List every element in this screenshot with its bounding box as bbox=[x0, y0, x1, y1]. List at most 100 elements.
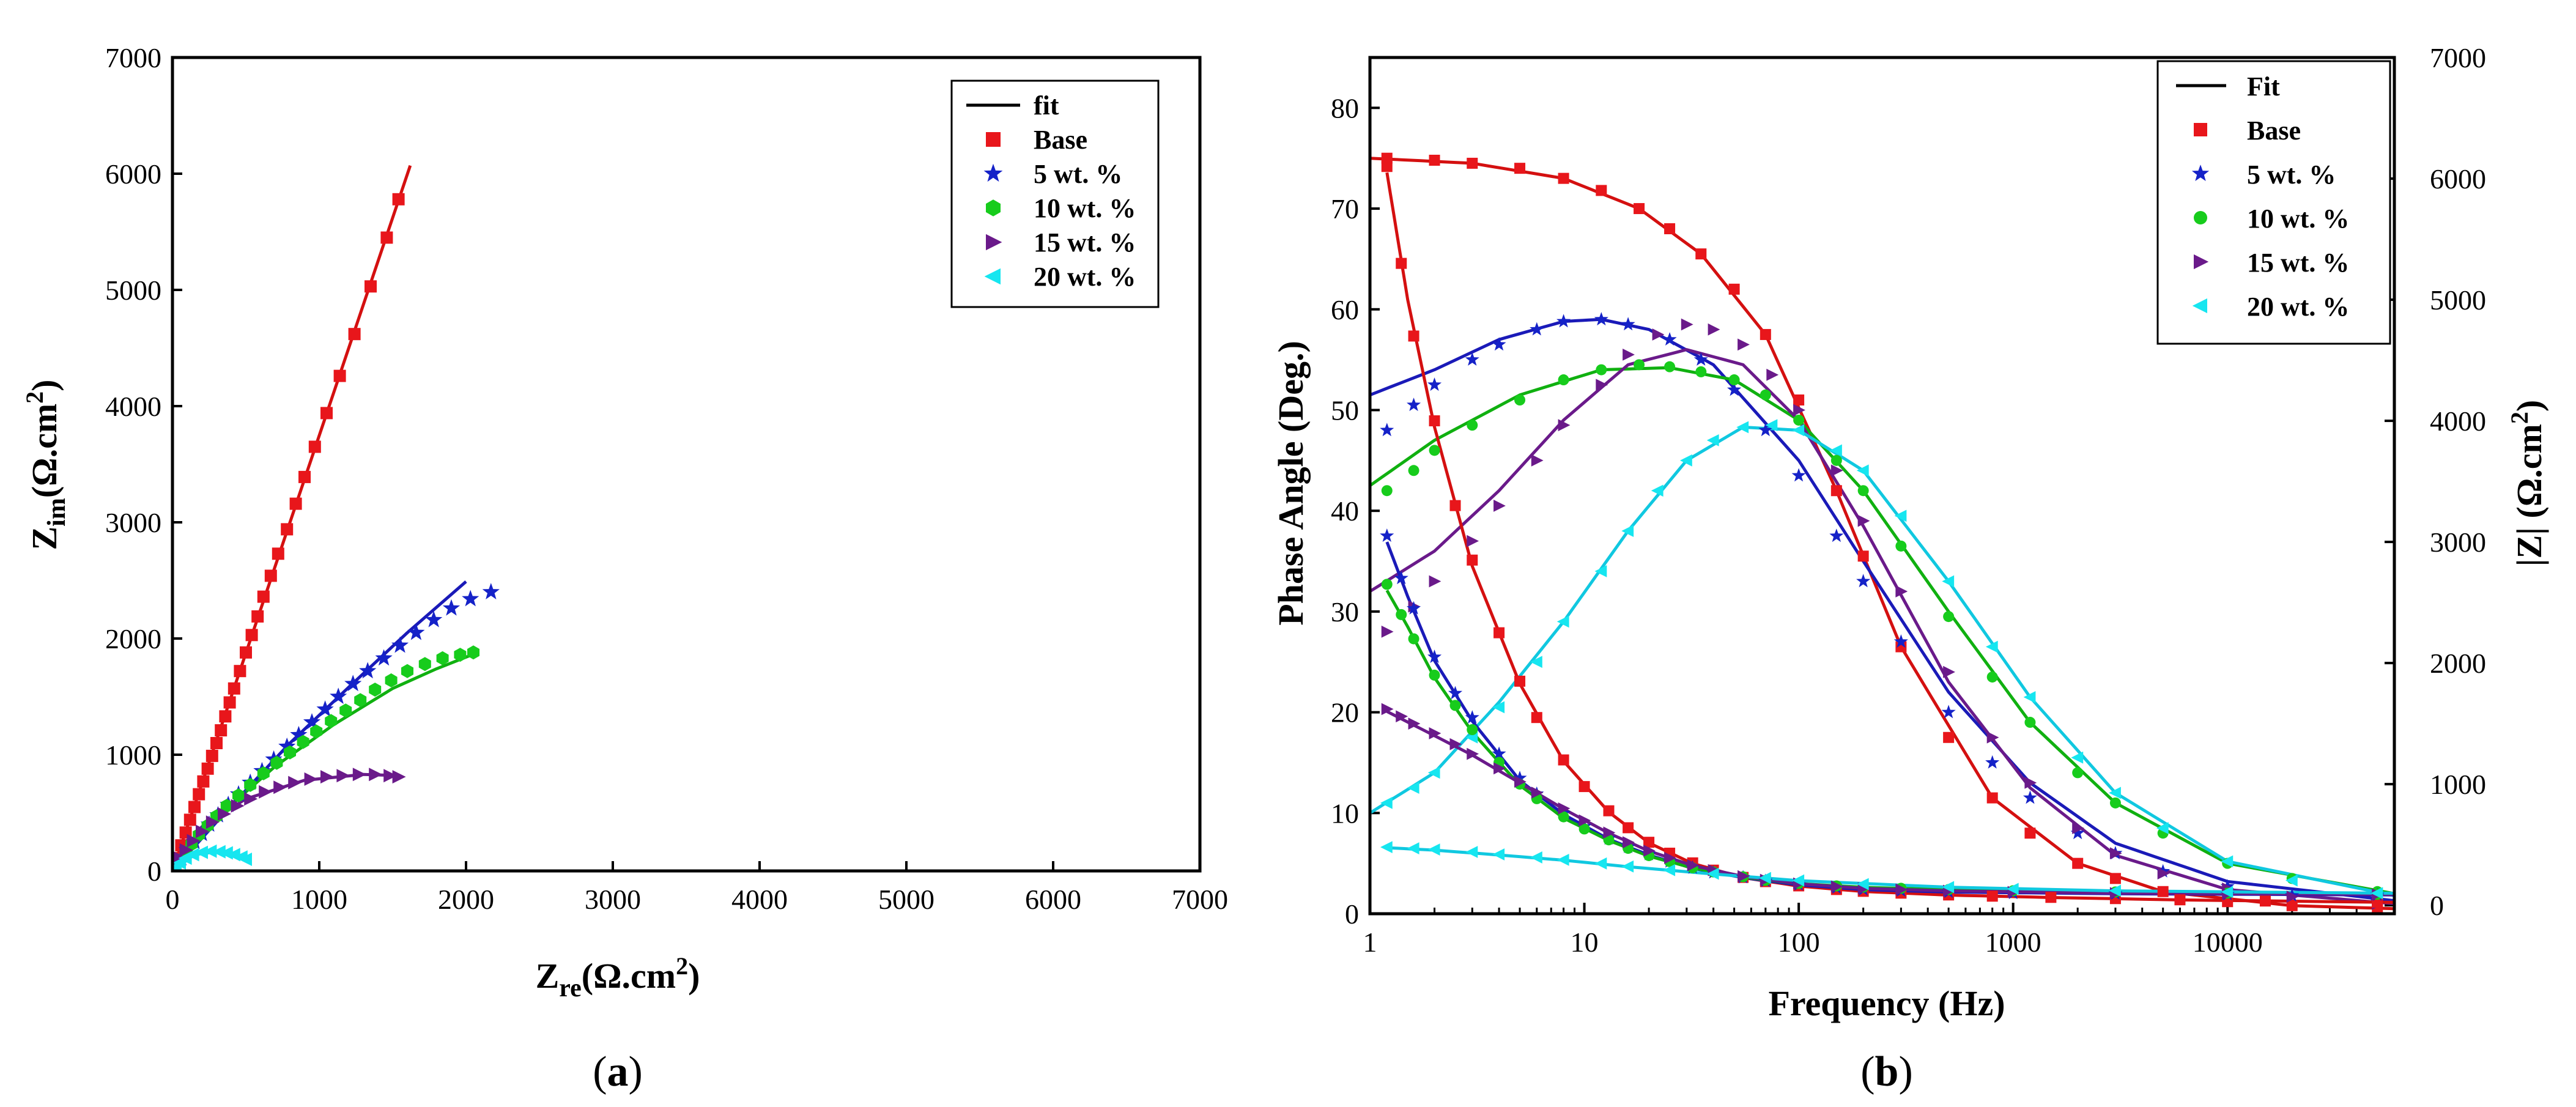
modulus-point-base bbox=[1558, 754, 1569, 766]
phase-point-10-wt bbox=[1558, 374, 1569, 386]
point-5-wt bbox=[462, 590, 479, 607]
panel-b-frame bbox=[1368, 56, 2396, 916]
phase-point-15-wt bbox=[1895, 585, 1908, 598]
phase-point-20-wt bbox=[1985, 640, 1998, 653]
modulus-point-15-wt bbox=[1381, 703, 1394, 716]
point-5-wt bbox=[391, 636, 409, 653]
legend-label-5-wt: 5 wt. % bbox=[1034, 159, 1122, 189]
phase-point-5-wt bbox=[1530, 322, 1544, 336]
point-10-wt bbox=[385, 673, 398, 687]
phase-point-base bbox=[2024, 827, 2036, 839]
modulus-point-base bbox=[1408, 330, 1419, 342]
modulus-point-base bbox=[1514, 675, 1526, 687]
panel-a-nyquist: 0 1000 2000 3000 4000 5000 6000 7000 0 1000 2000 30… bbox=[21, 42, 1228, 1095]
point-15-wt bbox=[187, 834, 201, 848]
phase-point-base bbox=[1830, 485, 1842, 497]
phase-point-base bbox=[1664, 223, 1676, 234]
point-10-wt bbox=[244, 777, 257, 792]
point-5-wt bbox=[303, 713, 321, 730]
x-tick-label: 10 bbox=[1571, 927, 1599, 958]
legend-label-fit: Fit bbox=[2247, 72, 2280, 102]
phase-point-20-wt bbox=[2156, 822, 2169, 834]
y-tick-label: 3000 bbox=[105, 507, 161, 538]
phase-point-base bbox=[1514, 163, 1526, 174]
phase-point-15-wt bbox=[1986, 731, 1999, 744]
point-10-wt bbox=[467, 645, 479, 660]
phase-point-base bbox=[1381, 152, 1393, 164]
point-10-wt bbox=[310, 724, 323, 739]
modulus-point-15-wt bbox=[1514, 776, 1527, 788]
panel-b-xlabel: Frequency (Hz) bbox=[1768, 983, 2005, 1023]
point-15-wt bbox=[304, 772, 318, 786]
y-tick-label: 30 bbox=[1331, 596, 1359, 628]
legend-label-15-wt: 15 wt. % bbox=[2247, 248, 2349, 278]
phase-point-20-wt bbox=[2109, 787, 2121, 799]
panel-b-y2label: |Z| (Ω.cm2) bbox=[2506, 400, 2549, 566]
point-base bbox=[201, 762, 214, 775]
modulus-point-20-wt bbox=[1792, 874, 1805, 887]
y-tick-label: 0 bbox=[147, 856, 161, 887]
phase-point-base bbox=[1596, 185, 1607, 196]
modulus-point-20-wt bbox=[1380, 841, 1393, 853]
legend-marker-base bbox=[986, 132, 1001, 147]
modulus-point-20-wt bbox=[1465, 846, 1478, 858]
point-base bbox=[289, 497, 302, 510]
phase-point-base bbox=[2109, 873, 2121, 884]
modulus-point-base bbox=[1579, 781, 1590, 793]
phase-point-5-wt bbox=[1492, 337, 1506, 351]
phase-fit-10-wt bbox=[1370, 366, 2394, 895]
modulus-point-15-wt bbox=[1579, 814, 1591, 827]
phase-point-10-wt bbox=[1857, 485, 1869, 497]
y2-tick-label: 1000 bbox=[2430, 769, 2486, 800]
legend-label-base: Base bbox=[2247, 116, 2301, 146]
phase-point-5-wt bbox=[2023, 790, 2037, 804]
point-base bbox=[298, 470, 311, 483]
phase-point-10-wt bbox=[1634, 359, 1645, 371]
y-tick-label: 0 bbox=[1345, 898, 1359, 930]
phase-point-base bbox=[1986, 792, 1998, 804]
modulus-point-5-wt bbox=[1448, 686, 1463, 700]
phase-point-base bbox=[1634, 203, 1645, 215]
y-tick-label: 4000 bbox=[105, 391, 161, 422]
phase-point-10-wt bbox=[1986, 671, 1998, 683]
panel-a-legend: fit Base 5 wt. % 10 wt. % 15 wt. % 20 wt. % bbox=[950, 80, 1160, 308]
legend-marker-15-wt bbox=[986, 234, 1002, 251]
phase-point-15-wt bbox=[1708, 323, 1720, 336]
phase-point-20-wt bbox=[2071, 751, 2084, 764]
y-tick-label: 6000 bbox=[105, 158, 161, 190]
y-tick-label: 5000 bbox=[105, 275, 161, 306]
legend-label-fit: fit bbox=[1034, 91, 1059, 120]
phase-point-15-wt bbox=[1493, 500, 1506, 512]
point-10-wt bbox=[369, 683, 382, 697]
point-base bbox=[251, 610, 264, 623]
y-tick-label: 20 bbox=[1331, 697, 1359, 728]
phase-point-5-wt bbox=[1380, 423, 1394, 437]
phase-point-5-wt bbox=[1985, 755, 2000, 769]
modulus-point-base bbox=[1467, 554, 1478, 566]
panel-a-ticks: 0 1000 2000 3000 4000 5000 6000 7000 0 1000 2000 30… bbox=[105, 42, 1228, 915]
point-5-wt bbox=[290, 725, 308, 742]
phase-point-15-wt bbox=[2157, 867, 2170, 880]
phase-point-base bbox=[1857, 550, 1869, 562]
modulus-point-10-wt bbox=[1381, 579, 1393, 590]
phase-point-20-wt bbox=[1530, 656, 1542, 668]
phase-point-10-wt bbox=[1728, 374, 1740, 386]
phase-point-5-wt bbox=[1621, 317, 1635, 331]
phase-point-15-wt bbox=[2109, 847, 2122, 860]
panel-a-legend-box bbox=[950, 80, 1160, 308]
point-base bbox=[272, 547, 284, 560]
modulus-point-5-wt bbox=[1465, 710, 1479, 724]
point-10-wt bbox=[418, 657, 431, 672]
legend-label-5-wt: 5 wt. % bbox=[2247, 160, 2336, 190]
point-20-wt bbox=[185, 848, 199, 862]
legend-marker-15-wt bbox=[2194, 254, 2209, 270]
phase-point-15-wt bbox=[1652, 328, 1665, 341]
phase-point-20-wt bbox=[1621, 525, 1634, 538]
legend-marker-20-wt bbox=[984, 268, 1001, 285]
phase-point-10-wt bbox=[2109, 797, 2121, 809]
panel-b-legend-box bbox=[2156, 60, 2391, 345]
phase-point-base bbox=[2072, 857, 2084, 869]
modulus-point-15-wt bbox=[1830, 880, 1843, 893]
point-10-wt bbox=[232, 788, 245, 802]
